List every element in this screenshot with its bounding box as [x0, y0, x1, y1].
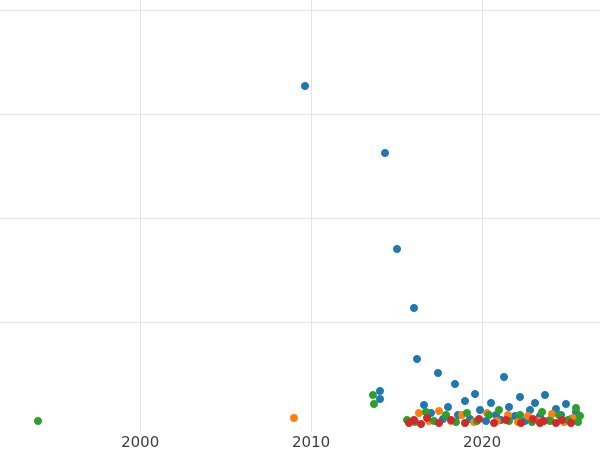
vertical-gridline [482, 0, 484, 432]
horizontal-gridline [0, 218, 600, 220]
data-point-series-red [502, 415, 510, 424]
data-point-series-orange [414, 409, 423, 418]
plot-area [0, 0, 600, 432]
data-point-series-blue [409, 304, 418, 313]
data-point-series-green [515, 411, 524, 420]
data-point-series-green [573, 417, 582, 426]
data-point-series-green [495, 406, 504, 415]
data-point-series-orange [548, 410, 557, 419]
horizontal-gridline [0, 114, 600, 116]
data-point-series-green [462, 409, 471, 418]
data-point-series-red [566, 418, 575, 427]
data-point-series-green [555, 411, 563, 420]
data-point-series-blue [551, 405, 560, 414]
data-point-series-blue [443, 403, 452, 412]
data-point-series-green [442, 411, 451, 420]
data-point-series-blue [541, 390, 550, 399]
data-point-series-blue [536, 412, 545, 421]
data-point-series-red [409, 415, 418, 424]
x-tick-label: 2000 [121, 433, 160, 450]
data-point-series-red [529, 414, 538, 423]
data-point-series-orange [503, 411, 512, 420]
data-point-series-blue [515, 392, 524, 401]
data-point-series-blue [375, 386, 384, 395]
data-point-series-red [435, 418, 444, 427]
data-point-series-orange [290, 413, 298, 422]
data-point-series-green [370, 400, 379, 408]
data-point-series-green [575, 412, 584, 421]
data-point-series-green [484, 411, 493, 420]
data-point-series-green [537, 408, 546, 417]
data-point-series-red [447, 415, 456, 424]
data-point-series-blue [481, 416, 490, 425]
data-point-series-blue [380, 148, 389, 157]
data-point-series-blue [471, 389, 480, 398]
data-point-series-blue [525, 406, 534, 415]
data-point-series-blue [486, 398, 495, 407]
data-point-series-green [368, 390, 377, 399]
data-point-series-orange [457, 411, 466, 420]
data-point-series-orange [568, 413, 577, 422]
data-point-series-blue [491, 411, 500, 420]
data-point-series-blue [476, 406, 485, 415]
data-point-series-red [423, 413, 432, 422]
data-point-series-blue [500, 373, 509, 381]
data-point-series-red [416, 419, 425, 428]
data-point-series-blue [561, 400, 570, 408]
x-tick-label: 2020 [463, 433, 502, 450]
data-point-series-blue [301, 82, 310, 91]
data-point-series-green [421, 408, 430, 417]
data-point-series-orange [435, 407, 444, 416]
data-point-series-blue [505, 403, 514, 412]
data-point-series-blue [510, 412, 519, 421]
horizontal-gridline [0, 321, 600, 323]
data-point-series-blue [419, 401, 428, 409]
data-point-series-green [452, 417, 461, 426]
data-point-series-green [572, 404, 581, 413]
data-point-series-red [551, 418, 560, 427]
horizontal-gridline [0, 10, 600, 12]
data-point-series-red [558, 415, 567, 424]
vertical-gridline [311, 0, 313, 432]
data-point-series-red [461, 418, 469, 427]
data-point-series-red [474, 414, 483, 423]
data-point-series-red [517, 418, 526, 427]
data-point-series-blue [426, 409, 435, 418]
data-point-series-orange [524, 412, 533, 421]
data-point-series-blue [531, 398, 539, 407]
data-point-series-blue [433, 368, 442, 377]
data-point-series-blue [376, 394, 385, 403]
data-point-series-green [33, 416, 42, 425]
x-tick-label: 2010 [292, 433, 331, 450]
data-point-series-blue [461, 396, 469, 405]
data-point-series-green [430, 416, 439, 425]
data-point-series-blue [572, 408, 581, 417]
data-point-series-blue [450, 380, 459, 389]
data-point-series-blue [392, 245, 401, 254]
data-point-series-red [539, 416, 548, 425]
data-point-series-blue [413, 355, 422, 364]
data-point-series-green [546, 416, 555, 425]
data-point-series-red [490, 418, 498, 427]
data-point-series-red [404, 418, 413, 427]
vertical-gridline [140, 0, 142, 432]
